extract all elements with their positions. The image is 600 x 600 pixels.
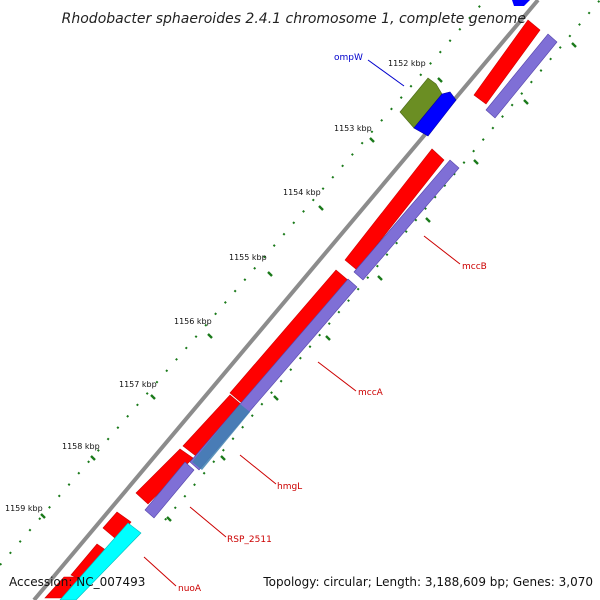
tick-mark bbox=[90, 455, 96, 461]
gene-label-mcca[interactable]: mccA bbox=[358, 388, 384, 398]
label-leaders bbox=[143, 59, 461, 587]
cyan-feature[interactable] bbox=[59, 522, 142, 600]
tick-mark bbox=[437, 77, 443, 83]
ompw-blue-feature[interactable] bbox=[413, 91, 457, 137]
tick-mark bbox=[150, 394, 156, 400]
tick-mark bbox=[377, 275, 383, 281]
cds-feature[interactable] bbox=[102, 511, 132, 540]
outer-dotted-guide bbox=[0, 0, 486, 566]
tick-mark bbox=[207, 333, 213, 339]
tick-mark bbox=[318, 205, 324, 211]
top-blue-feature[interactable] bbox=[512, 0, 530, 6]
cds-feature[interactable] bbox=[344, 148, 445, 271]
mccb-leader-line bbox=[423, 235, 461, 265]
cds-feature[interactable] bbox=[135, 448, 194, 505]
accession-text: Accession: NC_007493 bbox=[9, 575, 145, 589]
cds-feature[interactable] bbox=[144, 461, 195, 519]
tick-mark bbox=[166, 516, 172, 522]
tick-mark bbox=[267, 271, 273, 277]
minor-ticks bbox=[40, 42, 577, 522]
mcca-leader-line bbox=[317, 361, 357, 392]
tick-mark bbox=[425, 217, 431, 223]
tick-label-1156: 1156 kbp bbox=[174, 317, 212, 326]
chromosome-backbone bbox=[32, 0, 540, 600]
tick-mark bbox=[473, 159, 479, 165]
gene-label-hmgl[interactable]: hmgL bbox=[277, 482, 302, 492]
tick-label-1158: 1158 kbp bbox=[62, 442, 100, 451]
tick-label-1154: 1154 kbp bbox=[283, 188, 321, 197]
ompw-olive-feature[interactable] bbox=[399, 77, 443, 129]
tick-label-1157: 1157 kbp bbox=[119, 380, 157, 389]
gene-label-rsp2511[interactable]: RSP_2511 bbox=[227, 535, 272, 545]
gene-label-mccb[interactable]: mccB bbox=[462, 262, 487, 272]
tick-label-1152: 1152 kbp bbox=[388, 59, 426, 68]
rsp2511-leader-line bbox=[189, 506, 227, 538]
cds-feature[interactable] bbox=[229, 269, 350, 405]
tick-mark bbox=[220, 455, 226, 461]
genome-summary-text: Topology: circular; Length: 3,188,609 bp… bbox=[262, 575, 593, 589]
cds-feature[interactable] bbox=[485, 33, 558, 119]
tick-mark bbox=[273, 395, 279, 401]
forward-strand-features bbox=[44, 19, 541, 599]
tick-mark bbox=[369, 137, 375, 143]
genome-title: Rhodobacter sphaeroides 2.4.1 chromosome… bbox=[62, 11, 526, 27]
tick-mark bbox=[325, 335, 331, 341]
overlap-feature[interactable] bbox=[192, 404, 250, 470]
hmgl-leader-line bbox=[239, 454, 277, 485]
nuoa-leader-line bbox=[143, 556, 177, 587]
tick-mark bbox=[571, 42, 577, 48]
gene-label-nuoa[interactable]: nuoA bbox=[178, 584, 202, 594]
tick-mark bbox=[523, 99, 529, 105]
tick-label-1159: 1159 kbp bbox=[5, 504, 43, 513]
cds-feature[interactable] bbox=[353, 159, 460, 281]
ompw-leader-line bbox=[367, 59, 405, 87]
tick-label-1153: 1153 kbp bbox=[334, 124, 372, 133]
tick-label-1155: 1155 kbp bbox=[229, 253, 267, 262]
cds-feature[interactable] bbox=[473, 19, 541, 105]
tick-mark bbox=[40, 513, 46, 519]
gene-label-ompw[interactable]: ompW bbox=[334, 53, 363, 63]
